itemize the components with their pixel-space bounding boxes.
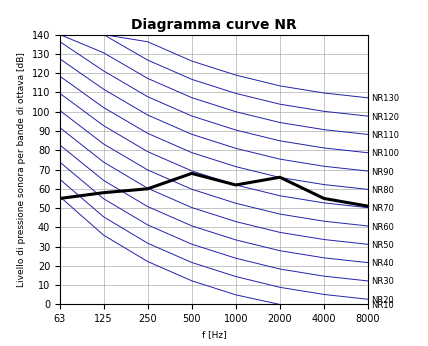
X-axis label: f [Hz]: f [Hz] bbox=[202, 330, 226, 339]
Title: Diagramma curve NR: Diagramma curve NR bbox=[131, 18, 297, 32]
Y-axis label: Livello di pressione sonora per bande di ottava [dB]: Livello di pressione sonora per bande di… bbox=[17, 52, 26, 287]
